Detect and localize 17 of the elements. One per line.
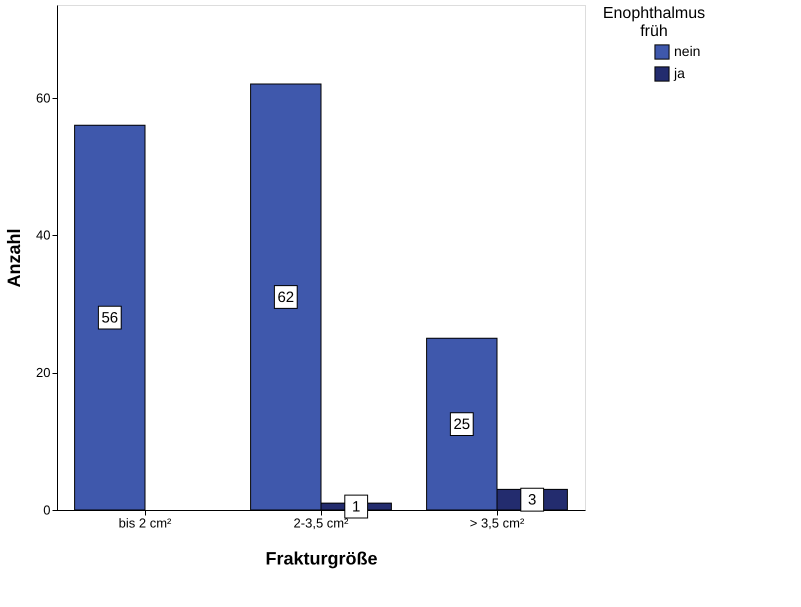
y-tick-label: 20	[36, 365, 50, 380]
y-tick-label: 60	[36, 90, 50, 106]
legend-title: Enophthalmus früh	[602, 5, 706, 40]
x-tick-label: > 3,5 cm²	[470, 516, 525, 530]
data-label: 56	[101, 310, 118, 327]
data-label: 25	[453, 416, 470, 434]
legend-label: ja	[673, 65, 686, 81]
legend-label: nein	[674, 43, 700, 59]
data-label: 1	[352, 498, 360, 516]
x-tick-label: bis 2 cm²	[118, 516, 172, 530]
x-axis-title: Frakturgröße	[265, 548, 378, 568]
y-tick-label: 0	[43, 502, 50, 518]
data-label: 3	[528, 492, 536, 509]
y-axis-title: Anzahl	[4, 228, 24, 288]
y-tick-label: 40	[36, 228, 50, 243]
data-label: 62	[277, 289, 294, 306]
x-tick-label: 2-3,5 cm²	[294, 516, 350, 530]
